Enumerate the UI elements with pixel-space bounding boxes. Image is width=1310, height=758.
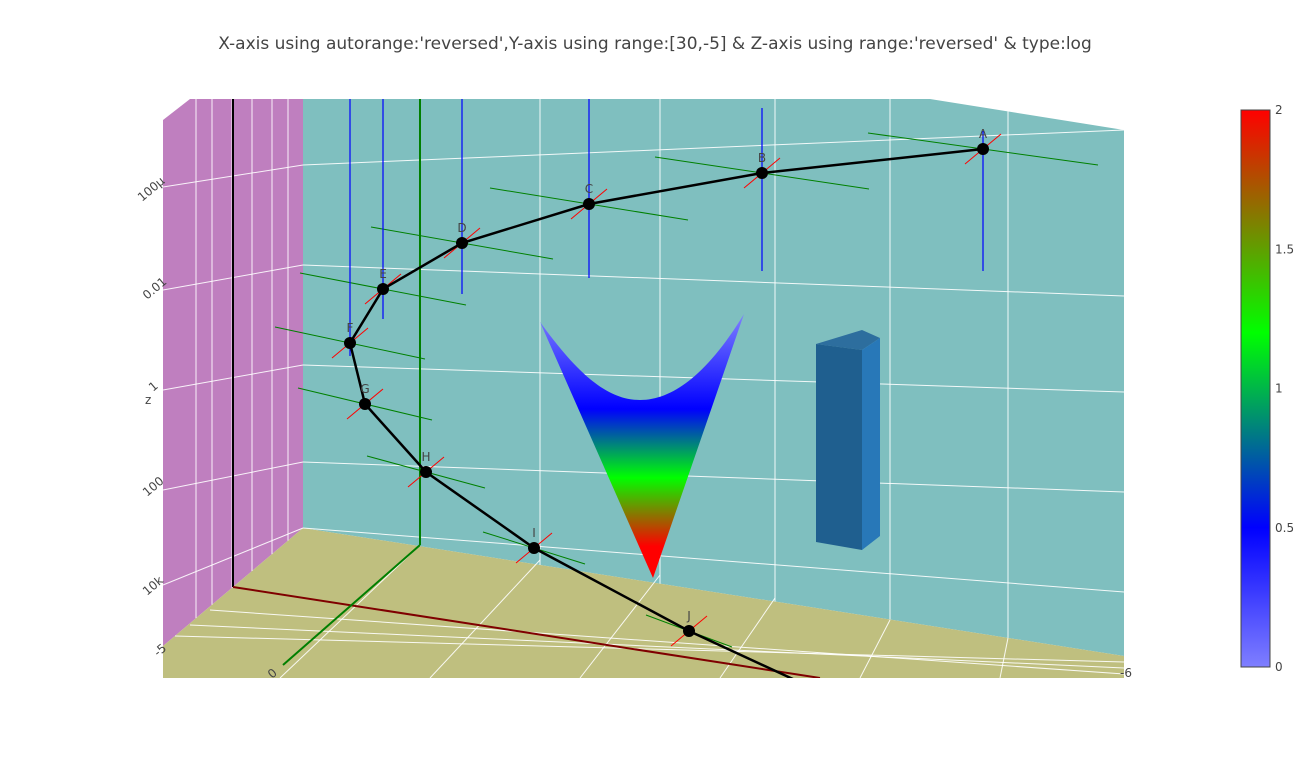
data-point[interactable] — [344, 337, 356, 349]
z-tick-label: 100 — [140, 474, 167, 499]
surface-trace[interactable] — [540, 314, 744, 578]
data-point-label: A — [979, 127, 988, 141]
grid-lines — [162, 99, 1125, 678]
data-point[interactable] — [456, 237, 468, 249]
data-point-label: I — [532, 526, 536, 540]
floor-plane — [163, 528, 1124, 678]
z-axis-title: z — [145, 393, 151, 407]
back-wall-h-grid — [302, 264, 1125, 297]
x-tick-label-neg6: -6 — [1120, 666, 1132, 680]
mesh3d-box[interactable] — [816, 330, 880, 550]
data-point-label: H — [421, 450, 430, 464]
floor-d-grid — [579, 574, 661, 678]
back-wall-h-grid — [302, 461, 1125, 493]
data-point[interactable] — [977, 143, 989, 155]
data-point-label: D — [457, 221, 466, 235]
data-point[interactable] — [377, 283, 389, 295]
floor-d-grid — [429, 559, 541, 678]
z-tick-label: 10k — [140, 573, 166, 598]
data-point[interactable] — [420, 466, 432, 478]
data-point[interactable] — [583, 198, 595, 210]
data-point[interactable] — [359, 398, 371, 410]
floor-d-grid — [859, 619, 891, 678]
colorbar-tick-label: 2 — [1275, 103, 1283, 117]
data-point-label: B — [758, 151, 766, 165]
data-point-label: F — [347, 321, 354, 335]
data-point[interactable] — [528, 542, 540, 554]
data-point[interactable] — [683, 625, 695, 637]
x-axis-line — [232, 586, 821, 678]
floor-h-grid — [174, 635, 1125, 663]
scene[interactable]: A B C D E F G H I J — [162, 99, 1125, 680]
colorbar-ticks: 0 0.5 1 1.5 2 — [1275, 103, 1294, 674]
data-point-label: G — [360, 382, 369, 396]
z-tick-label: 1 — [146, 379, 161, 395]
z-tick-label: 100μ — [135, 174, 168, 205]
box-side-face — [862, 338, 880, 550]
colorbar-tick-label: 0 — [1275, 660, 1283, 674]
data-point[interactable] — [756, 167, 768, 179]
data-point-label: J — [686, 609, 691, 623]
colorbar-scale — [1240, 109, 1271, 668]
floor-h-grid — [209, 609, 1125, 675]
markers-layer[interactable]: A B C D E F G H I J — [344, 127, 989, 637]
back-wall-h-grid — [302, 129, 1125, 166]
colorbar[interactable]: 0 0.5 1 1.5 2 — [1240, 103, 1294, 674]
colorbar-tick-label: 1.5 — [1275, 242, 1294, 256]
colorbar-tick-label: 1 — [1275, 382, 1283, 396]
y-axis-line — [282, 544, 421, 666]
floor-h-grid — [189, 624, 1125, 669]
floor-d-grid — [999, 637, 1009, 678]
colorbar-tick-label: 0.5 — [1275, 521, 1294, 535]
back-wall-h-grid — [302, 527, 1125, 593]
box-front-face — [816, 344, 862, 550]
chart-title: X-axis using autorange:'reversed',Y-axis… — [218, 34, 1092, 54]
floor-d-grid — [279, 544, 421, 678]
data-point-label: C — [585, 182, 593, 196]
data-point-label: E — [379, 267, 387, 281]
box-top-face — [816, 330, 880, 350]
